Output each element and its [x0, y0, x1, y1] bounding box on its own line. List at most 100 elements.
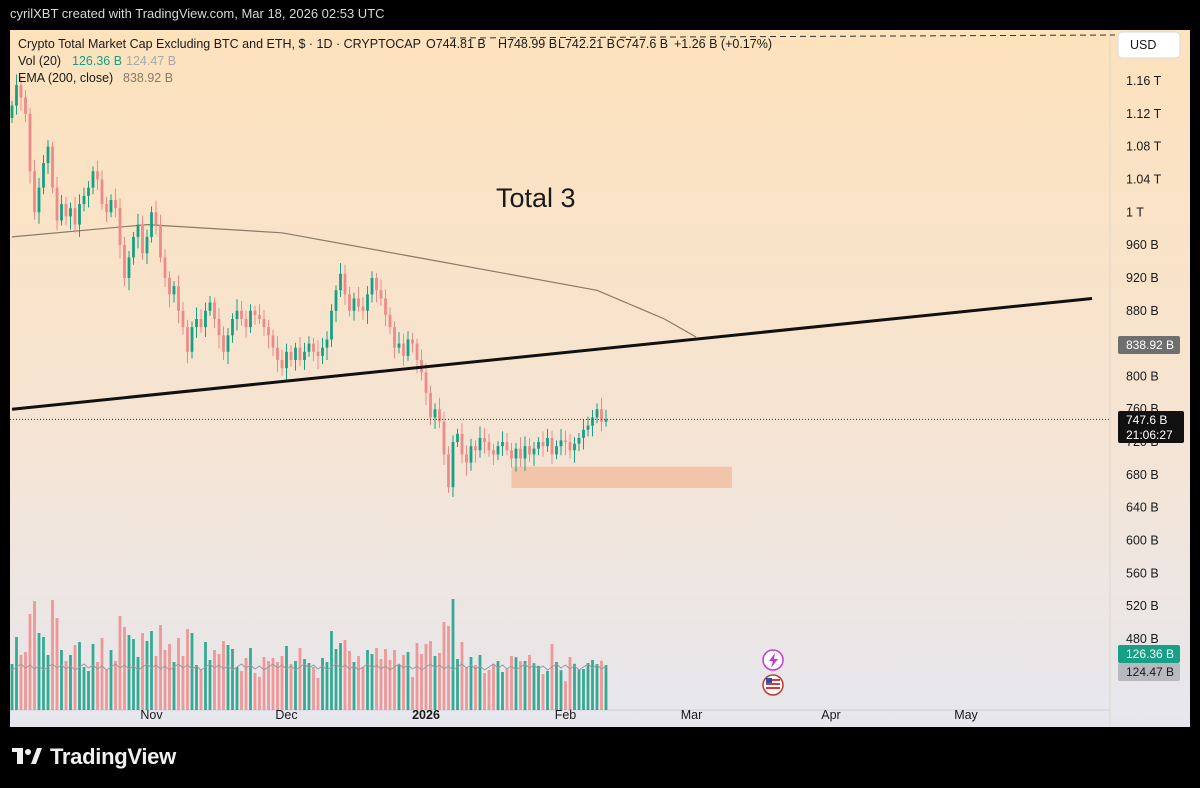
candle[interactable] [271, 335, 275, 348]
candle[interactable] [73, 208, 77, 225]
candle[interactable] [451, 442, 455, 488]
candle[interactable] [100, 179, 104, 205]
candle[interactable] [136, 224, 140, 237]
candle[interactable] [546, 437, 549, 447]
candle[interactable] [600, 409, 603, 422]
candle[interactable] [276, 347, 279, 360]
candle[interactable] [163, 257, 167, 278]
candle[interactable] [537, 442, 540, 449]
candle[interactable] [199, 318, 203, 328]
candle[interactable] [280, 360, 284, 369]
candle[interactable] [217, 318, 221, 336]
candle[interactable] [78, 204, 81, 225]
candle[interactable] [510, 450, 513, 459]
candle[interactable] [19, 85, 23, 98]
candle[interactable] [181, 310, 185, 328]
candle[interactable] [285, 351, 288, 369]
candle[interactable] [249, 310, 252, 328]
candle[interactable] [298, 347, 302, 360]
candle[interactable] [559, 440, 563, 447]
candle[interactable] [541, 442, 545, 447]
candle[interactable] [253, 310, 257, 315]
candle[interactable] [114, 199, 117, 209]
candle[interactable] [604, 419, 608, 422]
candle[interactable] [505, 442, 509, 451]
candle[interactable] [213, 302, 216, 319]
candle[interactable] [469, 446, 473, 463]
candle[interactable] [424, 372, 428, 393]
candle[interactable] [321, 347, 324, 356]
candle[interactable] [406, 339, 410, 356]
candle[interactable] [325, 339, 329, 348]
candle[interactable] [123, 245, 126, 278]
candle[interactable] [312, 343, 315, 352]
time-axis[interactable]: Nov Dec 2026 Feb Mar Apr May [140, 708, 978, 722]
candle[interactable] [226, 335, 230, 352]
candle[interactable] [330, 310, 333, 340]
candle[interactable] [388, 314, 392, 328]
candle[interactable] [357, 298, 360, 307]
candle[interactable] [397, 343, 401, 348]
candle[interactable] [154, 212, 158, 225]
candle[interactable] [172, 286, 176, 295]
candle[interactable] [69, 208, 72, 217]
candle[interactable] [109, 199, 113, 213]
candle[interactable] [289, 351, 293, 360]
candle[interactable] [568, 442, 572, 451]
candle[interactable] [564, 440, 567, 443]
candle[interactable] [168, 277, 171, 295]
us-flag-event-icon[interactable] [762, 674, 784, 696]
candle[interactable] [307, 343, 311, 352]
price-axis[interactable]: 1.16 T 1.12 T 1.08 T 1.04 T 1 T 960 B 920 B 880… [1126, 74, 1162, 646]
candle[interactable] [55, 187, 59, 221]
candle[interactable] [465, 454, 468, 463]
candle[interactable] [145, 236, 149, 254]
candle[interactable] [10, 105, 14, 118]
candle[interactable] [447, 454, 450, 488]
candle[interactable] [433, 409, 437, 418]
candle[interactable] [64, 204, 68, 217]
candle[interactable] [573, 443, 576, 451]
candle[interactable] [474, 446, 477, 451]
candle[interactable] [591, 417, 594, 426]
candle[interactable] [127, 257, 131, 278]
candle[interactable] [343, 273, 347, 295]
candle[interactable] [411, 339, 414, 344]
candle[interactable] [348, 294, 351, 311]
candle[interactable] [118, 208, 122, 246]
candle[interactable] [402, 343, 405, 356]
candle[interactable] [582, 429, 585, 438]
candle[interactable] [519, 448, 522, 459]
candle[interactable] [195, 318, 198, 328]
candle[interactable] [208, 302, 212, 311]
candle[interactable] [60, 204, 63, 221]
candle[interactable] [186, 327, 189, 352]
candle[interactable] [46, 146, 50, 164]
trendline[interactable] [11, 296, 1093, 411]
candle[interactable] [231, 318, 234, 336]
candle[interactable] [501, 442, 504, 447]
candle[interactable] [487, 442, 491, 451]
currency-button[interactable]: USD [1117, 31, 1181, 59]
candle[interactable] [204, 310, 207, 328]
candle[interactable] [429, 392, 432, 418]
candle[interactable] [577, 437, 581, 444]
candle[interactable] [492, 450, 495, 455]
candle[interactable] [339, 273, 342, 291]
candle[interactable] [150, 212, 153, 237]
candle[interactable] [514, 448, 518, 459]
candle[interactable] [393, 327, 396, 348]
candle[interactable] [384, 298, 387, 315]
candle[interactable] [33, 171, 36, 213]
candle[interactable] [244, 318, 248, 328]
candle[interactable] [370, 277, 374, 295]
candle[interactable] [82, 195, 86, 205]
lightning-event-icon[interactable] [762, 649, 784, 671]
candle[interactable] [24, 97, 27, 114]
candle[interactable] [303, 351, 306, 360]
candle[interactable] [258, 314, 261, 319]
candle[interactable] [91, 171, 95, 188]
candle[interactable] [222, 335, 225, 352]
candle[interactable] [141, 224, 144, 254]
candle[interactable] [361, 306, 365, 311]
